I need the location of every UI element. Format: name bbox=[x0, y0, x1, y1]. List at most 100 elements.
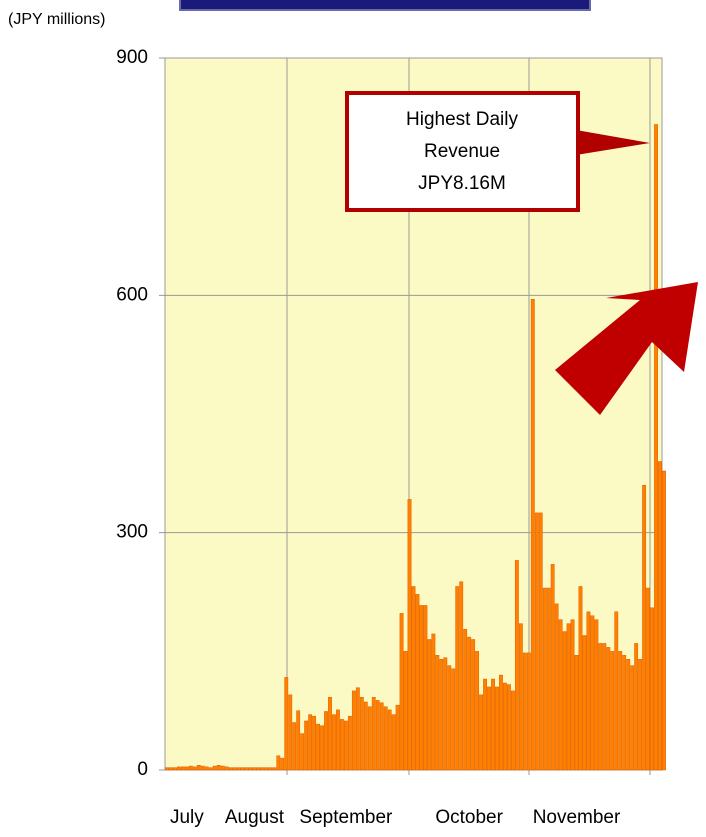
bar bbox=[232, 767, 237, 771]
bar bbox=[662, 470, 666, 771]
bar bbox=[483, 678, 487, 771]
bar bbox=[379, 702, 384, 771]
bar bbox=[642, 484, 647, 771]
bar bbox=[614, 611, 619, 771]
bar bbox=[176, 766, 181, 771]
bar bbox=[224, 766, 229, 771]
bar bbox=[351, 690, 356, 771]
bar bbox=[212, 765, 217, 771]
bar bbox=[252, 767, 257, 771]
bar bbox=[618, 651, 623, 771]
bar bbox=[538, 512, 543, 771]
bar bbox=[347, 715, 352, 771]
bar bbox=[443, 657, 448, 771]
bar bbox=[610, 651, 615, 771]
bar bbox=[300, 733, 305, 771]
x-tick-label: August bbox=[225, 807, 285, 828]
bar bbox=[415, 594, 420, 771]
bar bbox=[192, 766, 197, 771]
title-bar bbox=[179, 0, 591, 11]
bar bbox=[602, 643, 607, 771]
bar bbox=[475, 651, 480, 771]
annotation-line: JPY8.16M bbox=[418, 173, 506, 194]
bar bbox=[383, 706, 388, 771]
bar bbox=[288, 694, 293, 771]
bar bbox=[419, 605, 424, 771]
y-tick-label: 300 bbox=[116, 522, 148, 543]
bar bbox=[435, 655, 440, 771]
annotation-line: Highest Daily bbox=[406, 109, 518, 130]
bar bbox=[634, 643, 639, 771]
bar bbox=[530, 299, 535, 771]
bar bbox=[387, 709, 392, 771]
bar bbox=[403, 651, 408, 771]
bar bbox=[495, 686, 499, 771]
bar bbox=[491, 678, 495, 771]
bar bbox=[284, 677, 289, 771]
bar bbox=[340, 719, 344, 771]
bar bbox=[658, 461, 662, 771]
bar bbox=[471, 639, 476, 771]
bar bbox=[439, 658, 444, 771]
bar bbox=[578, 586, 583, 771]
bar bbox=[407, 499, 412, 771]
bar bbox=[165, 767, 169, 771]
callout-box bbox=[345, 91, 580, 212]
x-tick-label: October bbox=[435, 807, 503, 828]
bar bbox=[467, 636, 472, 771]
bar bbox=[650, 607, 654, 771]
bar bbox=[276, 755, 281, 771]
bar bbox=[479, 694, 484, 771]
bar bbox=[459, 581, 464, 771]
bar bbox=[363, 701, 368, 771]
bar bbox=[173, 767, 177, 771]
bar bbox=[336, 709, 340, 771]
bar bbox=[367, 706, 372, 771]
x-tick-label: September bbox=[299, 807, 393, 828]
bar bbox=[626, 658, 631, 771]
y-tick-label: 600 bbox=[116, 284, 148, 305]
bar bbox=[423, 605, 428, 771]
bar bbox=[570, 619, 575, 771]
bar bbox=[312, 715, 317, 771]
bar bbox=[487, 686, 491, 771]
bar bbox=[630, 665, 635, 771]
bar bbox=[399, 613, 404, 771]
bar bbox=[343, 720, 348, 771]
bar bbox=[371, 696, 376, 771]
bar bbox=[332, 714, 336, 771]
bar bbox=[236, 767, 241, 771]
bar bbox=[228, 767, 233, 771]
bar bbox=[180, 766, 185, 771]
bar bbox=[638, 658, 643, 771]
bar bbox=[654, 124, 658, 771]
bar bbox=[375, 700, 380, 771]
bar bbox=[411, 586, 416, 771]
bar bbox=[554, 603, 559, 771]
bar bbox=[510, 690, 515, 771]
bar bbox=[550, 564, 555, 771]
bar bbox=[594, 619, 599, 771]
bar bbox=[395, 704, 400, 771]
bar bbox=[328, 696, 332, 771]
bar bbox=[558, 619, 563, 771]
bar bbox=[248, 767, 253, 771]
bar bbox=[244, 767, 249, 771]
bar bbox=[292, 722, 297, 771]
bar bbox=[514, 560, 519, 771]
callout-pointer bbox=[576, 130, 650, 155]
bar bbox=[566, 623, 571, 771]
bar bbox=[272, 767, 277, 771]
bar bbox=[606, 647, 611, 771]
bar bbox=[260, 767, 265, 771]
bar bbox=[598, 643, 603, 771]
bar bbox=[184, 766, 189, 771]
bar bbox=[169, 767, 173, 771]
bar bbox=[586, 611, 591, 771]
bar bbox=[427, 639, 432, 771]
bar bbox=[188, 765, 193, 771]
bar bbox=[463, 628, 468, 771]
bar bbox=[646, 587, 651, 771]
bar bbox=[308, 714, 313, 771]
bar bbox=[499, 674, 503, 771]
